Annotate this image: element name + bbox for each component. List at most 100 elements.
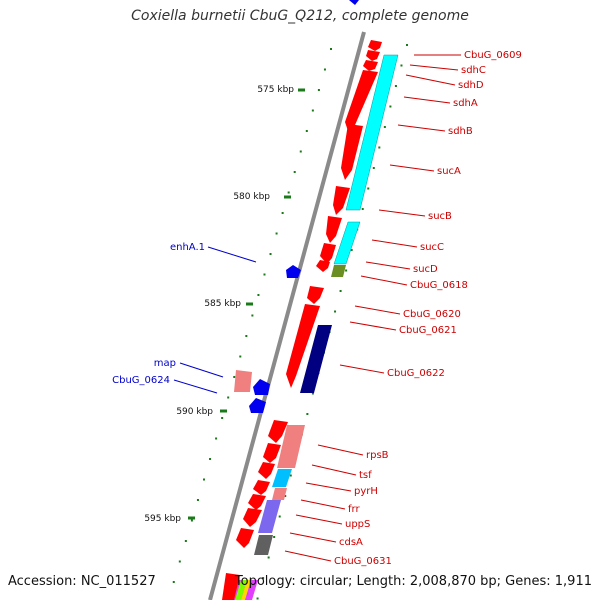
cds-arrow: [333, 186, 350, 215]
guide-dot: [406, 44, 408, 46]
label-leader-line: [389, 164, 435, 172]
gene-label: rpsB: [366, 450, 389, 461]
cds-arrow: [248, 494, 266, 510]
guide-dot: [190, 519, 193, 522]
gene-label: tsf: [359, 470, 372, 481]
label-leader-line: [317, 444, 364, 456]
guide-dot: [305, 130, 308, 132]
cds-arrow: [366, 50, 380, 61]
guide-dot: [221, 417, 224, 419]
gene-label: map: [154, 358, 176, 369]
map-title: Coxiella burnetii CbuG_Q212, complete ge…: [131, 8, 469, 24]
cds-arrow: [326, 216, 342, 243]
colored-stripe-green: [235, 580, 247, 600]
purple-cog-band: [258, 500, 281, 533]
gene-label: sucA: [437, 166, 461, 177]
guide-dot: [350, 249, 353, 251]
guide-dot: [311, 109, 314, 112]
guide-dot: [227, 396, 230, 399]
label-leader-line: [300, 499, 346, 510]
cds-arrow-pink: [234, 370, 252, 392]
label-leader-line: [207, 246, 257, 263]
gene-label: CbuG_0624: [112, 375, 170, 386]
guide-dot: [178, 560, 181, 563]
guide-dot: [334, 310, 337, 313]
gene-label: pyrH: [354, 486, 378, 497]
guide-dot: [389, 105, 392, 108]
gene-label: CbuG_0609: [464, 50, 522, 61]
scale-label-585: 585 kbp: [204, 299, 241, 309]
genome-backbone: [208, 31, 366, 600]
guide-dot: [245, 335, 248, 337]
cds-arrow: [286, 304, 320, 388]
cds-arrow: [368, 40, 382, 51]
guide-dot: [273, 536, 276, 538]
cyan-cog-band-2: [333, 221, 361, 265]
guide-dot: [275, 232, 278, 235]
guide-dot: [284, 495, 287, 497]
guide-dot: [215, 437, 218, 440]
guide-dot: [196, 499, 199, 501]
label-leader-line: [354, 305, 401, 315]
guide-dot: [394, 85, 397, 87]
olive-cog-band: [331, 265, 346, 277]
gene-label: CbuG_0620: [403, 309, 461, 320]
pink-cog-band-2: [272, 488, 287, 500]
guide-dot: [256, 597, 259, 600]
label-leader-line: [349, 321, 397, 331]
cds-arrow-blue: [286, 265, 301, 278]
gene-label: sdhD: [458, 80, 484, 91]
partial-feature-marker: [349, 0, 359, 5]
guide-dot: [262, 577, 265, 579]
cds-arrow: [268, 420, 288, 443]
label-leader-line: [311, 464, 357, 476]
gene-label: frr: [348, 504, 360, 515]
gene-label: CbuG_0618: [410, 280, 468, 291]
scale-label-590: 590 kbp: [176, 407, 213, 417]
guide-dot: [317, 89, 320, 91]
guide-dot: [269, 253, 272, 255]
gene-label: CbuG_0622: [387, 368, 445, 379]
label-leader-line: [305, 482, 352, 492]
label-leader-line: [360, 275, 408, 286]
label-leader-line: [365, 261, 411, 270]
guide-dot: [367, 187, 370, 190]
cds-arrow: [320, 243, 336, 264]
gene-label: CbuG_0621: [399, 325, 457, 336]
guide-dot: [339, 290, 342, 292]
guide-dot: [263, 273, 266, 276]
guide-dot: [293, 171, 296, 173]
cyan-cog-band-3: [272, 469, 292, 487]
navy-cog-band: [300, 325, 332, 393]
gene-label: CbuG_0631: [334, 556, 392, 567]
label-leader-line: [284, 550, 332, 562]
guide-dot: [251, 314, 254, 317]
label-leader-line: [397, 124, 446, 132]
label-leader-line: [179, 362, 224, 378]
cds-arrow-blue: [253, 379, 270, 395]
cds-arrow: [363, 60, 378, 71]
cds-arrow: [341, 124, 363, 180]
gene-label: sdhB: [448, 126, 473, 137]
gene-label: sdhA: [453, 98, 478, 109]
guide-dot: [278, 515, 281, 518]
cds-arrow: [258, 462, 275, 479]
label-leader-line: [403, 96, 451, 104]
label-leader-line: [289, 532, 337, 543]
gene-label: sucB: [428, 211, 452, 222]
label-leader-line: [339, 364, 385, 374]
cds-arrow: [263, 443, 281, 463]
guide-dot: [400, 64, 403, 67]
guide-dot: [361, 208, 364, 210]
gene-label: uppS: [345, 519, 370, 530]
cds-arrow: [243, 508, 262, 527]
cyan-cog-band: [345, 54, 399, 211]
guide-dot: [172, 581, 175, 583]
guide-dot: [330, 48, 332, 50]
guide-dot: [203, 478, 206, 481]
colored-stripe-yellow: [241, 580, 251, 600]
guide-dot: [383, 126, 386, 128]
scale-label-595: 595 kbp: [144, 514, 181, 524]
label-leader-line: [371, 239, 418, 248]
